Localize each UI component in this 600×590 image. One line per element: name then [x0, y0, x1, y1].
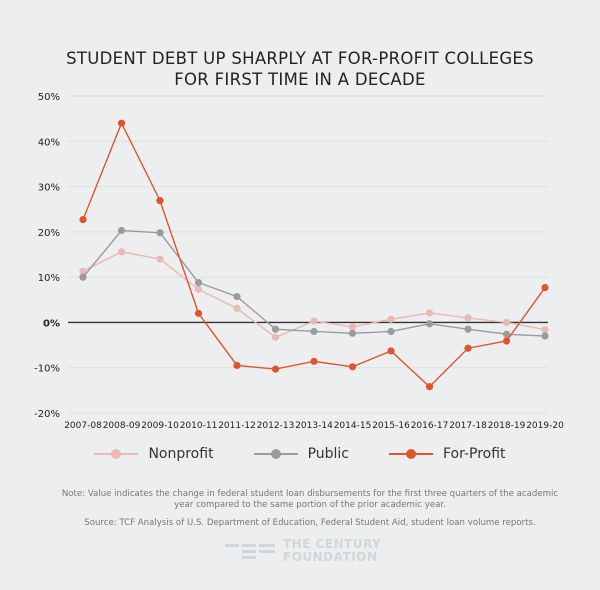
- x-tick-label: 2010-11: [180, 421, 218, 431]
- y-tick-label: 0%: [43, 318, 60, 329]
- legend-label: For-Profit: [443, 446, 506, 462]
- y-tick-label: 10%: [38, 273, 60, 284]
- line-chart: 50%40%30%20%10%0%-10%-20%2007-08 2008-09 2…: [34, 92, 564, 431]
- data-point-public: [425, 320, 434, 328]
- chart-title: STUDENT DEBT UP SHARPLY AT FOR-PROFIT CO…: [0, 48, 600, 90]
- y-tick-label: 30%: [38, 183, 60, 194]
- data-point-public: [79, 273, 87, 281]
- data-point-nonprofit: [79, 267, 87, 275]
- data-point-public: [233, 293, 241, 301]
- data-point-for-profit: [425, 383, 434, 391]
- legend-swatch-public: [253, 448, 298, 460]
- footnote: Note: Value indicates the change in fede…: [61, 489, 559, 510]
- source-note: Source: TCF Analysis of U.S. Department …: [84, 518, 536, 528]
- y-tick-label: 20%: [38, 228, 60, 239]
- data-point-for-profit: [271, 365, 280, 373]
- data-point-for-profit: [310, 357, 318, 365]
- logo-text-line: FOUNDATION: [283, 550, 378, 564]
- logo-text: THE CENTURY FOUNDATION: [283, 538, 381, 564]
- x-tick-label: 2007-08: [64, 421, 102, 431]
- data-point-nonprofit: [348, 323, 357, 331]
- y-tick-label: 40%: [38, 137, 60, 148]
- data-point-public: [387, 327, 395, 336]
- legend-label: Public: [307, 446, 349, 462]
- x-tick-label: 2016-17: [411, 421, 449, 431]
- legend-swatch-for-profit: [389, 448, 433, 460]
- data-point-public: [117, 226, 126, 235]
- legend: Nonprofit Public For-Profit: [0, 446, 600, 462]
- data-point-public: [464, 325, 472, 333]
- x-tick-label: 2008-09: [103, 421, 141, 431]
- legend-swatch-nonprofit: [94, 448, 139, 460]
- title-line-1: STUDENT DEBT UP SHARPLY AT FOR-PROFIT CO…: [66, 49, 534, 68]
- y-tick-label: 50%: [38, 92, 60, 103]
- data-point-for-profit: [79, 216, 87, 224]
- data-point-nonprofit: [271, 333, 280, 341]
- x-tick-label: 2011-12: [218, 421, 256, 431]
- data-point-public: [194, 278, 203, 287]
- data-point-nonprofit: [425, 309, 434, 317]
- data-point-nonprofit: [117, 248, 126, 256]
- x-tick-label: 2019-20: [526, 421, 564, 431]
- data-point-for-profit: [117, 119, 126, 127]
- logo-text-line: THE CENTURY: [283, 537, 382, 551]
- data-point-public: [271, 325, 280, 333]
- data-point-public: [541, 332, 549, 340]
- data-point-for-profit: [541, 283, 549, 292]
- data-point-public: [310, 327, 318, 336]
- data-point-for-profit: [348, 363, 357, 371]
- x-tick-label: 2009-10: [141, 421, 179, 431]
- series-line-for-profit: [82, 121, 546, 388]
- data-point-nonprofit: [310, 317, 318, 325]
- x-tick-label: 2014-15: [334, 421, 372, 431]
- x-tick-label: 2015-16: [372, 421, 410, 431]
- x-tick-label: 2017-18: [449, 421, 487, 431]
- x-tick-label: 2013-14: [295, 421, 333, 431]
- legend-label: Nonprofit: [148, 446, 214, 462]
- data-point-for-profit: [156, 197, 164, 205]
- data-point-nonprofit: [464, 314, 472, 322]
- data-point-nonprofit: [541, 326, 549, 334]
- legend-item-for-profit: For-Profit: [389, 446, 506, 462]
- data-point-nonprofit: [387, 315, 395, 323]
- data-point-public: [156, 229, 164, 237]
- century-foundation-logo: THE CENTURY FOUNDATION: [225, 538, 381, 564]
- data-point-for-profit: [194, 309, 203, 317]
- data-point-public: [502, 330, 511, 338]
- legend-item-public: Public: [253, 446, 349, 462]
- data-point-nonprofit: [194, 285, 203, 293]
- x-tick-label: 2018-19: [488, 421, 526, 431]
- data-point-nonprofit: [156, 255, 164, 263]
- data-point-nonprofit: [233, 304, 241, 312]
- data-point-public: [348, 329, 357, 337]
- legend-item-nonprofit: Nonprofit: [94, 446, 214, 462]
- data-point-nonprofit: [502, 318, 511, 327]
- y-tick-label: -10%: [34, 364, 60, 375]
- x-tick-label: 2012-13: [257, 421, 295, 431]
- data-point-for-profit: [387, 347, 395, 355]
- data-point-for-profit: [464, 344, 472, 352]
- data-point-for-profit: [502, 337, 511, 345]
- data-point-for-profit: [233, 361, 241, 370]
- title-line-2: FOR FIRST TIME IN A DECADE: [174, 70, 426, 89]
- y-tick-label: -20%: [34, 409, 60, 420]
- logo-mark-icon: [225, 541, 275, 561]
